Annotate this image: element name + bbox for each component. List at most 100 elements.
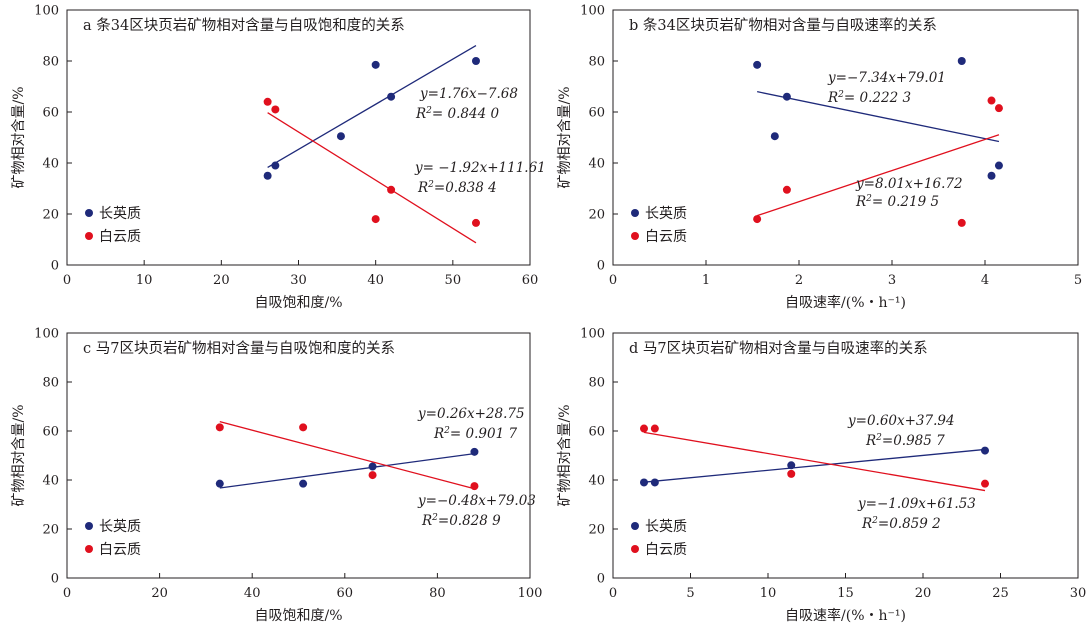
y-tick-label: 80 xyxy=(588,376,605,391)
x-tick-label: 3 xyxy=(888,273,896,288)
series-felsic-point xyxy=(981,446,989,455)
chart-panel-c: 0 20 40 60 80 100 0 20 40 60 80 100 自吸饱和度/% 矿物相对含量/% c… xyxy=(11,327,542,625)
plot-frame xyxy=(612,9,1079,266)
series-felsic-fit-line xyxy=(219,452,475,489)
y-tick-label: 40 xyxy=(588,474,605,489)
y-tick-label: 0 xyxy=(51,259,59,274)
x-tick-label: 40 xyxy=(367,273,384,288)
x-tick-label: 30 xyxy=(1070,586,1087,601)
series-dolomitic-point xyxy=(753,215,762,224)
legend-label-dolomitic: 白云质 xyxy=(99,229,141,245)
x-axis-label: 自吸饱和度/% xyxy=(254,608,342,624)
series-felsic-fit-r2: R2= 0.222 3 xyxy=(827,90,911,106)
x-tick-label: 5 xyxy=(1074,273,1082,288)
series-dolomitic-fit-r2: R2= 0.219 5 xyxy=(855,194,939,210)
series-dolomitic-point xyxy=(371,215,380,224)
x-tick-label: 25 xyxy=(992,586,1009,601)
y-tick-label: 0 xyxy=(51,572,59,587)
series-dolomitic-fit-r2: R2=0.838 4 xyxy=(417,180,497,196)
series-felsic-point xyxy=(640,478,648,487)
x-tick-label: 4 xyxy=(981,273,989,288)
series-dolomitic-point xyxy=(470,482,479,491)
chart-panel-a: 0 10 20 30 40 50 60 0 20 40 60 80 100 自吸饱和度/% 矿物相对含量/%… xyxy=(11,4,546,312)
y-tick-label: 100 xyxy=(580,4,605,19)
series-felsic-point xyxy=(271,161,280,170)
series-felsic-fit-equation: y=1.76x−7.68 xyxy=(419,86,518,102)
series-dolomitic-fit-line xyxy=(643,431,986,492)
series-felsic-fit-line xyxy=(757,91,1000,143)
y-tick-label: 100 xyxy=(34,4,59,19)
legend-marker-dolomitic xyxy=(85,545,93,553)
series-dolomitic-point xyxy=(368,471,377,480)
series-felsic-point xyxy=(471,57,480,65)
y-tick-label: 80 xyxy=(42,55,59,70)
x-tick-label: 10 xyxy=(760,586,777,601)
y-axis-label: 矿物相对含量/% xyxy=(11,86,27,188)
x-tick-label: 15 xyxy=(837,586,854,601)
series-dolomitic-point xyxy=(215,423,224,432)
series-dolomitic-fit-r2: R2=0.859 2 xyxy=(861,516,941,532)
panel-title: b 条34区块页岩矿物相对含量与自吸速率的关系 xyxy=(629,17,937,34)
series-dolomitic-point xyxy=(650,424,659,433)
panel-title: a 条34区块页岩矿物相对含量与自吸饱和度的关系 xyxy=(83,17,405,34)
legend-marker-dolomitic xyxy=(631,232,639,240)
legend-marker-felsic xyxy=(85,522,93,530)
series-felsic-point xyxy=(787,461,796,470)
series-felsic-point xyxy=(770,132,779,141)
series-dolomitic-point xyxy=(782,185,791,194)
y-tick-label: 40 xyxy=(42,474,59,489)
x-axis-label: 自吸饱和度/% xyxy=(254,295,342,311)
series-felsic-point xyxy=(470,447,479,456)
series-felsic-point xyxy=(215,479,224,488)
series-dolomitic-point xyxy=(957,218,966,227)
x-axis-label: 自吸速率/(%・h⁻¹) xyxy=(785,607,906,624)
x-tick-label: 80 xyxy=(429,586,446,601)
y-axis-label: 矿物相对含量/% xyxy=(557,86,573,188)
y-tick-label: 80 xyxy=(42,376,59,391)
series-felsic-point xyxy=(782,92,791,101)
x-tick-label: 2 xyxy=(795,273,803,288)
legend-label-felsic: 长英质 xyxy=(99,205,141,222)
y-tick-label: 60 xyxy=(588,106,605,121)
series-dolomitic-fit-line xyxy=(219,421,475,490)
x-tick-label: 100 xyxy=(518,586,543,601)
y-tick-label: 0 xyxy=(597,259,605,274)
legend-label-dolomitic: 白云质 xyxy=(645,229,687,245)
series-dolomitic-point xyxy=(787,469,796,478)
series-felsic-point xyxy=(263,171,272,180)
x-tick-label: 1 xyxy=(702,273,710,288)
series-felsic-fit-line xyxy=(643,448,986,483)
x-tick-label: 0 xyxy=(609,273,617,288)
y-tick-label: 20 xyxy=(42,523,59,538)
series-dolomitic-fit-line xyxy=(267,112,477,244)
plot-frame xyxy=(66,9,531,266)
legend-marker-felsic xyxy=(85,209,93,217)
x-tick-label: 60 xyxy=(522,273,539,288)
x-tick-label: 10 xyxy=(136,273,153,288)
series-dolomitic-point xyxy=(471,218,480,227)
y-tick-label: 40 xyxy=(588,157,605,172)
series-felsic-point xyxy=(299,479,308,488)
series-felsic-point xyxy=(387,92,396,101)
legend-label-felsic: 长英质 xyxy=(99,518,141,535)
y-tick-label: 0 xyxy=(597,572,605,587)
legend-label-felsic: 长英质 xyxy=(645,518,687,535)
series-felsic-fit-equation: y=0.26x+28.75 xyxy=(417,406,525,422)
y-tick-label: 20 xyxy=(42,208,59,223)
series-dolomitic-point xyxy=(299,423,308,432)
y-tick-label: 60 xyxy=(588,425,605,440)
series-felsic-fit-equation: y=0.60x+37.94 xyxy=(847,413,955,429)
x-tick-label: 0 xyxy=(63,586,71,601)
y-tick-label: 40 xyxy=(42,157,59,172)
x-tick-label: 20 xyxy=(213,273,230,288)
series-felsic-point xyxy=(371,60,380,69)
series-dolomitic-point xyxy=(387,185,396,194)
series-felsic-fit-r2: R2= 0.844 0 xyxy=(415,106,499,122)
panel-title: d 马7区块页岩矿物相对含量与自吸速率的关系 xyxy=(629,340,928,357)
plot-frame xyxy=(66,332,531,579)
y-axis-label: 矿物相对含量/% xyxy=(557,404,573,506)
series-felsic-point xyxy=(368,462,377,471)
chart-panel-b: 0 1 2 3 4 5 0 20 40 60 80 100 自吸速率/(%・h⁻¹) 矿物相对含量/% b … xyxy=(557,4,1082,312)
series-felsic-point xyxy=(753,60,762,69)
x-tick-label: 20 xyxy=(915,586,932,601)
